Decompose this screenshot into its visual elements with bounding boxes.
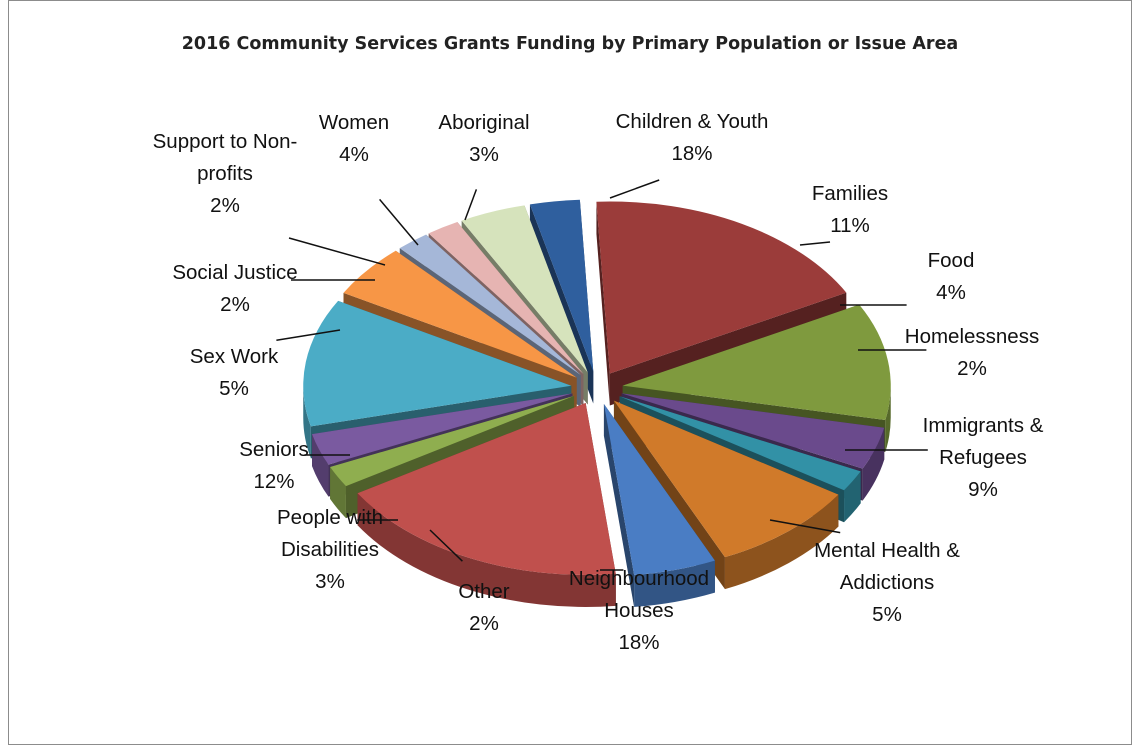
slice-rim [844,471,861,523]
slice-name-label: Children & Youth [616,110,769,133]
slice-name-label: Refugees [939,446,1027,469]
slice-name-label: Aboriginal [438,111,529,134]
slice-top [428,222,584,374]
slice-name-label: Mental Health & [814,539,960,562]
slice-percent-label: 12% [253,470,294,493]
slice-name-label: People with [277,506,383,529]
slice-top [529,199,594,372]
slice-percent-label: 4% [936,281,966,304]
slice-name-label: Support to Non- [153,130,298,153]
slice-name-label: Other [458,580,509,603]
slice-percent-label: 18% [671,142,712,165]
slice-top [303,300,572,427]
slice-name-label: Social Justice [172,261,297,284]
slice-top [399,234,581,376]
slice-rim [724,494,839,590]
slice-name-label: Disabilities [281,538,379,561]
slice-name-label: Women [319,111,389,134]
slice-name-label: Sex Work [190,345,279,368]
leader-line [276,329,341,341]
leader-line [799,241,831,246]
chart-title: 2016 Community Services Grants Funding b… [181,34,959,54]
slice-percent-label: 5% [872,603,902,626]
slice-percent-label: 2% [220,293,250,316]
slice-side-wall [603,404,635,607]
leader-line [288,237,386,266]
slice-name-label: Seniors [239,438,309,461]
leader-line [609,179,660,199]
leader-line [464,189,478,221]
slice-rim [862,427,885,501]
slice-percent-label: 9% [968,478,998,501]
leader-line [429,529,463,562]
slice-rim [885,385,891,453]
slice-name-label: Food [928,249,975,272]
data-labels: Children & Youth 18% Families 11% Food 4% Home… [153,110,1044,654]
pie-slice-neighbourhood-houses [357,402,616,607]
slice-percent-label: 5% [219,377,249,400]
slice-top [343,250,577,378]
slice-top [622,304,891,421]
slice-top [461,205,588,373]
slice-name-label: Homelessness [905,325,1039,348]
slice-percent-label: 2% [957,357,987,380]
slice-percent-label: 11% [830,214,870,237]
leader-line [769,519,841,534]
leader-line [379,198,419,246]
slice-side-wall [596,201,610,406]
slice-top [330,395,575,487]
slice-rim [303,385,311,459]
slice-percent-label: 3% [469,143,499,166]
slice-name-label: Houses [604,599,674,622]
pie-slices [303,199,891,607]
slice-percent-label: 3% [315,570,345,593]
slice-top [312,393,573,465]
slice-top [619,396,861,491]
slice-top [603,404,715,575]
slice-rim [634,560,715,607]
slice-rim [312,434,329,497]
slice-rim [330,467,346,519]
slice-name-label: Immigrants & [923,414,1044,437]
slice-name-label: Neighbourhood [569,567,709,590]
slice-rim [357,493,616,607]
slice-percent-label: 4% [339,143,369,166]
slice-top [596,201,847,374]
slice-percent-label: 18% [618,631,659,654]
slice-percent-label: 2% [210,194,240,217]
slice-side-wall [330,395,575,500]
slice-name-label: Families [812,182,888,205]
slice-top [357,402,616,575]
slice-name-label: Addictions [840,571,935,594]
slice-name-label: profits [197,162,253,185]
pie-slice-mental-health-addictions [603,404,715,607]
slice-top [621,393,885,469]
slice-top [613,400,839,558]
slice-percent-label: 2% [469,612,499,635]
